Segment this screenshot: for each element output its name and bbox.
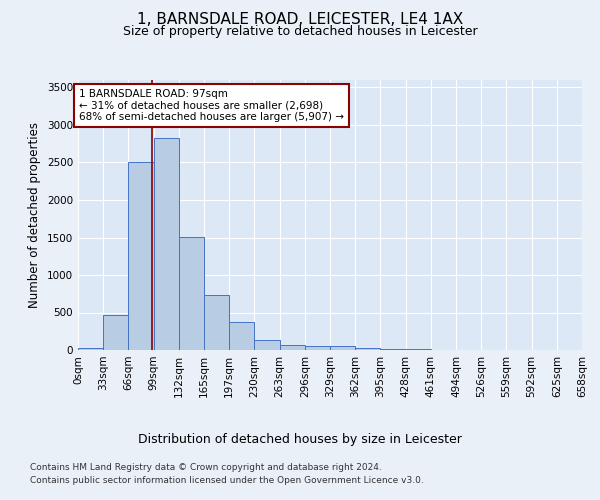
Bar [280, 345, 305, 350]
Text: Distribution of detached houses by size in Leicester: Distribution of detached houses by size … [138, 432, 462, 446]
Bar [380, 348, 406, 350]
Bar [406, 349, 431, 350]
Bar [229, 322, 254, 350]
Bar [78, 348, 103, 350]
Text: Contains public sector information licensed under the Open Government Licence v3: Contains public sector information licen… [30, 476, 424, 485]
Bar [204, 294, 229, 350]
Bar [128, 162, 154, 350]
Bar [103, 315, 128, 350]
Y-axis label: Number of detached properties: Number of detached properties [28, 122, 41, 308]
Bar [254, 340, 280, 350]
Text: 1 BARNSDALE ROAD: 97sqm
← 31% of detached houses are smaller (2,698)
68% of semi: 1 BARNSDALE ROAD: 97sqm ← 31% of detache… [79, 89, 344, 122]
Bar [179, 237, 204, 350]
Text: Contains HM Land Registry data © Crown copyright and database right 2024.: Contains HM Land Registry data © Crown c… [30, 464, 382, 472]
Text: 1, BARNSDALE ROAD, LEICESTER, LE4 1AX: 1, BARNSDALE ROAD, LEICESTER, LE4 1AX [137, 12, 463, 28]
Bar [154, 138, 179, 350]
Bar [330, 346, 355, 350]
Bar [305, 346, 330, 350]
Bar [355, 348, 380, 350]
Text: Size of property relative to detached houses in Leicester: Size of property relative to detached ho… [122, 25, 478, 38]
